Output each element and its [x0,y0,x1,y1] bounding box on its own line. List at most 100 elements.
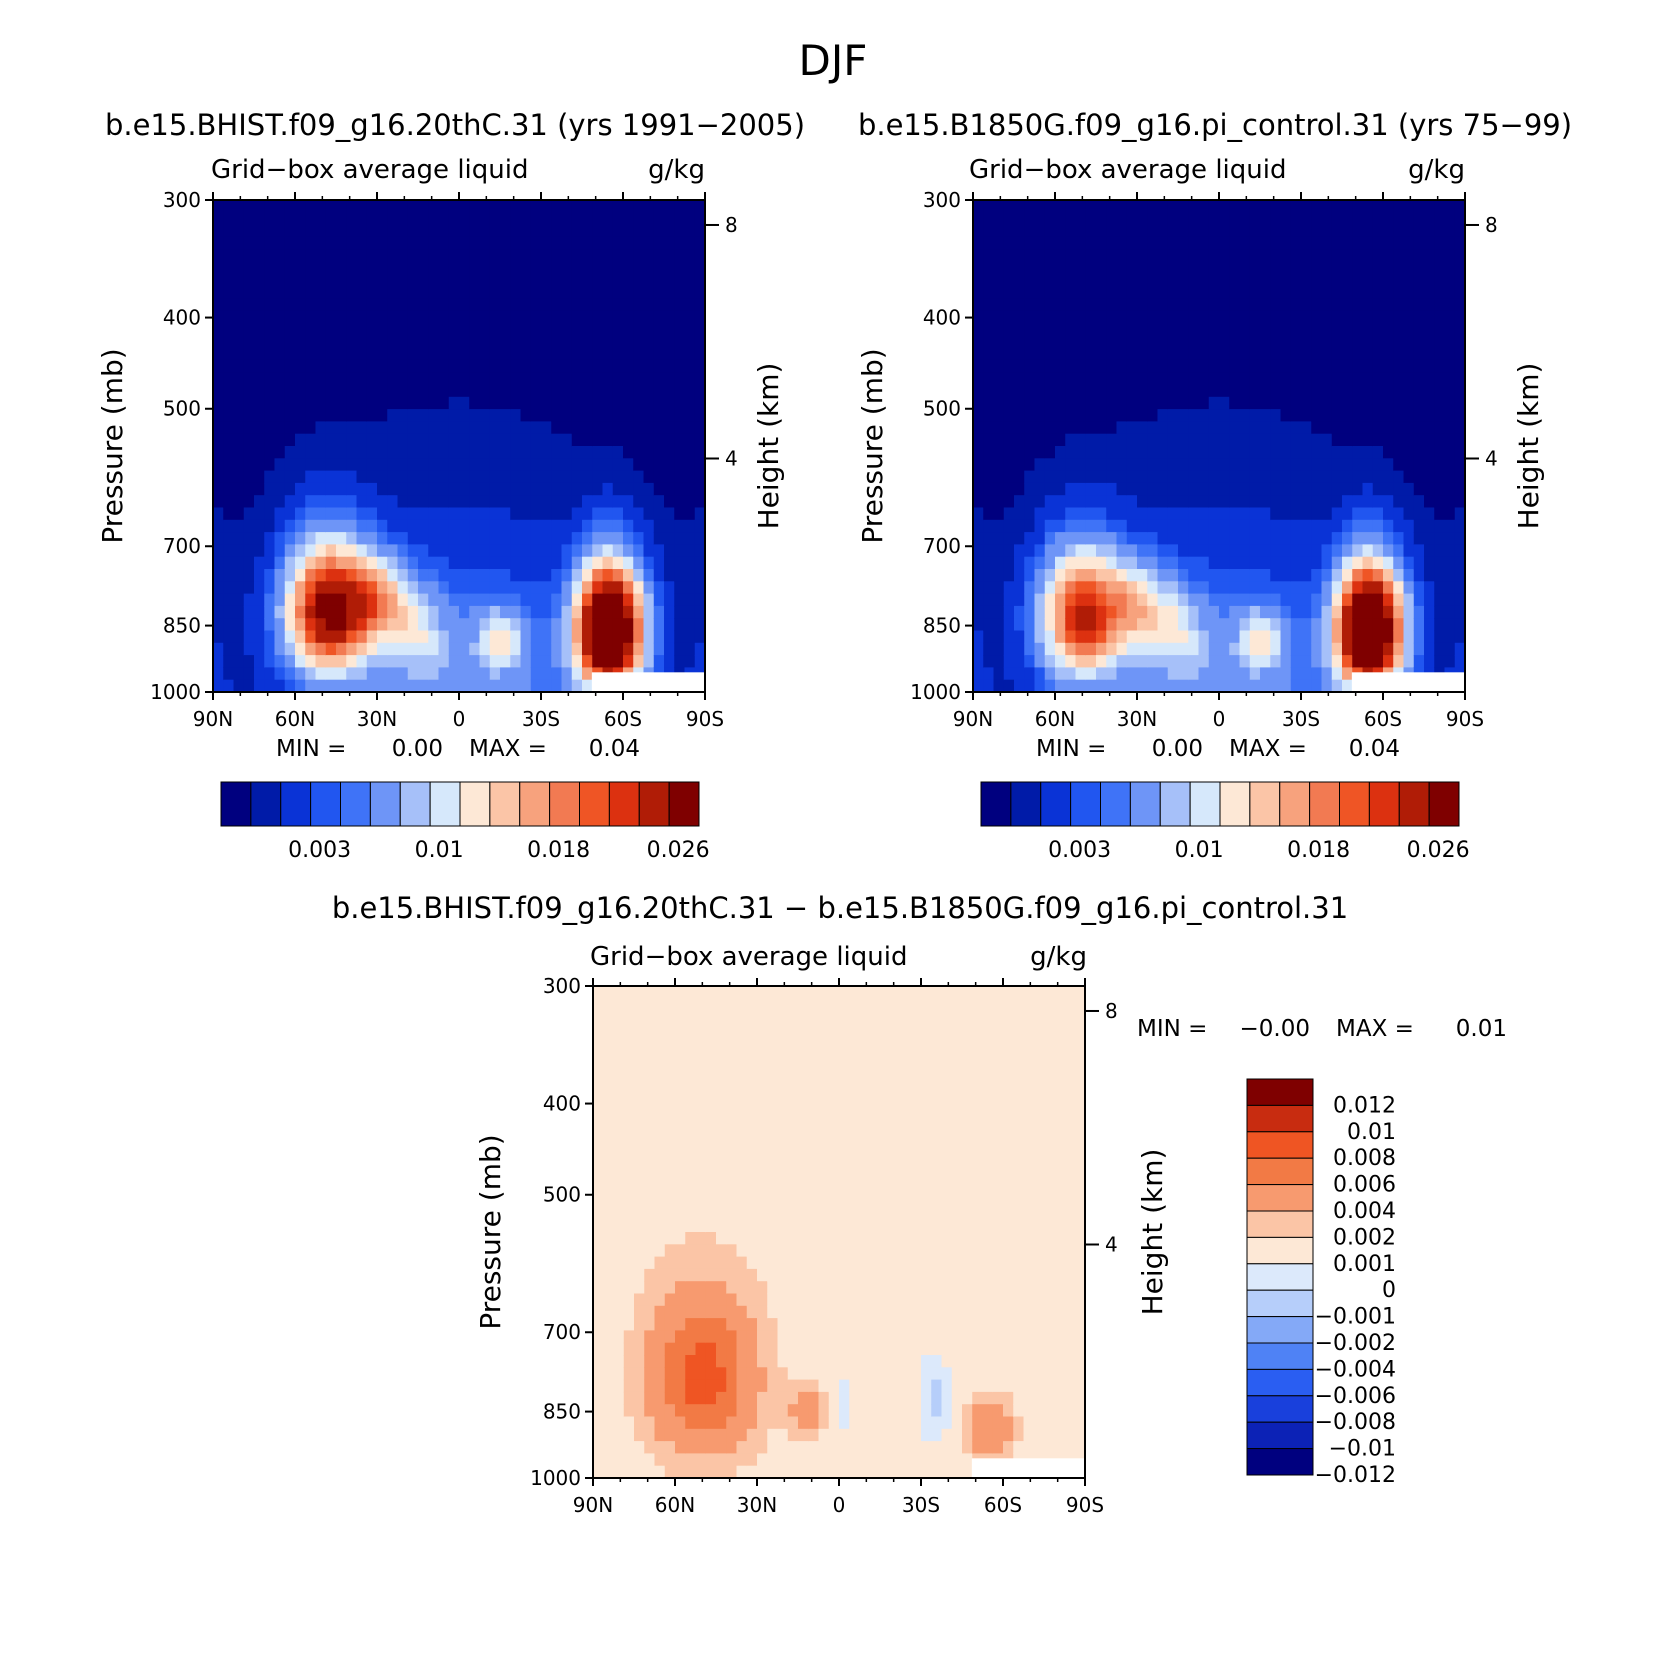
field-cell [387,212,399,226]
field-cell [1301,470,1312,484]
field-cell [602,593,614,607]
field-cell [716,1022,727,1036]
field-cell [264,249,276,263]
field-cell [571,667,583,681]
field-cell [716,1195,727,1208]
field-cell [407,556,419,570]
field-cell [1137,618,1148,632]
field-cell [1270,347,1282,361]
field-cell [973,212,984,226]
field-cell [633,396,645,410]
field-cell [1342,618,1353,632]
field-cell [274,384,286,398]
field-cell [675,1121,686,1135]
field-cell [1137,359,1148,373]
field-cell [695,1096,707,1110]
field-cell [603,1391,615,1405]
field-cell [593,1465,604,1479]
field-cell [1126,359,1138,373]
field-cell [264,667,276,681]
field-cell [633,446,645,459]
field-cell [787,1010,799,1024]
field-cell [1188,347,1200,361]
field-cell [603,1428,615,1442]
field-cell [561,446,573,459]
field-cell [602,200,614,213]
field-cell [387,273,399,287]
field-cell [582,384,593,398]
field-cell [1270,581,1282,595]
field-cell [459,384,470,398]
field-cell [684,372,696,386]
field-cell [1239,323,1251,336]
field-cell [1055,569,1066,582]
field-cell [1024,605,1036,619]
field-cell [798,1293,809,1307]
field-cell [653,482,665,496]
field-cell [613,1219,625,1233]
field-cell [366,359,378,373]
field-cell [1075,569,1087,582]
field-cell [325,359,337,373]
field-cell [592,261,604,275]
field-cell [243,593,255,607]
field-cell [726,1072,738,1085]
field-cell [336,433,347,447]
field-cell [254,544,265,558]
field-cell [1229,667,1241,681]
field-cell [767,1244,779,1258]
field-cell [1413,261,1425,275]
field-cell [593,1416,604,1430]
field-cell [448,630,460,644]
field-cell [726,1404,738,1418]
field-cell [1372,446,1384,459]
field-cell [510,396,522,410]
field-cell [489,569,501,582]
field-cell [1393,642,1405,656]
field-cell [1147,396,1159,410]
field-cell [592,409,604,422]
field-cell [798,1158,809,1172]
field-cell [1096,200,1107,213]
field-cell [1362,347,1374,361]
field-cell [664,359,675,373]
field-cell [664,495,675,509]
field-cell [644,1035,656,1049]
field-cell [1270,630,1282,644]
field-cell [387,359,399,373]
field-cell [1116,470,1128,484]
field-cell [1208,593,1220,607]
field-cell [213,433,224,447]
field-cell [808,1170,820,1184]
field-cell [787,1416,799,1430]
field-cell [1383,261,1394,275]
field-cell [602,605,614,619]
field-cell [1372,421,1384,435]
field-cell [603,1330,615,1344]
field-cell [305,446,317,459]
field-cell [520,581,532,595]
field-cell [325,236,337,250]
field-cell [602,630,614,644]
field-cell [1290,458,1302,472]
field-cell [551,212,563,226]
field-cell [500,519,511,533]
field-cell [1075,458,1087,472]
field-cell [798,1059,809,1073]
field-cell [603,1305,615,1319]
field-cell [336,261,347,275]
field-cell [726,1244,738,1258]
field-cell [428,372,440,386]
field-cell [993,236,1005,250]
field-cell [571,446,583,459]
field-cell [1044,310,1056,324]
field-cell [346,249,358,263]
field-cell [777,986,789,999]
field-cell [736,1256,748,1270]
field-cell [644,1441,656,1454]
field-cell [746,1022,758,1036]
field-cell [1454,310,1466,324]
field-cell [213,372,224,386]
field-cell [448,249,460,263]
field-cell [1178,519,1189,533]
